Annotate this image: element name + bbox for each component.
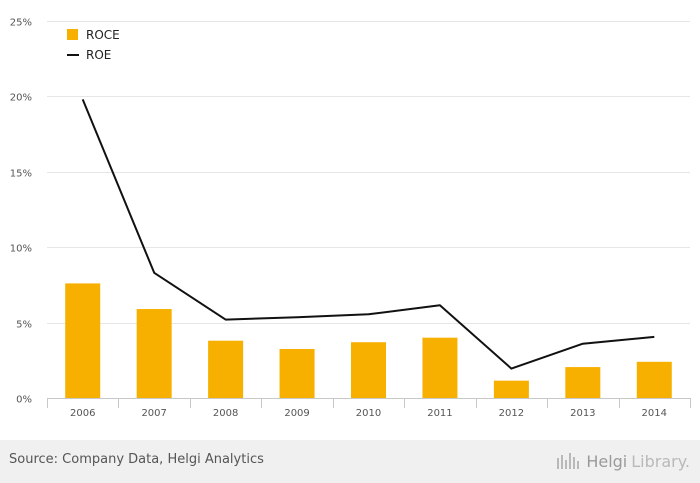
y-tick-label: 25% xyxy=(10,18,32,29)
x-tick-label: 2009 xyxy=(284,408,309,419)
legend: ROCE ROE xyxy=(67,28,120,62)
brand-suffix: Library. xyxy=(631,451,690,471)
brand-logo[interactable]: Helgi Library. xyxy=(556,449,690,473)
brand-name: Helgi xyxy=(586,451,628,471)
bar-roce-2009[interactable] xyxy=(279,348,315,398)
bar-roce-2013[interactable] xyxy=(565,367,601,398)
footer: Source: Company Data, Helgi Analytics He… xyxy=(0,440,700,483)
bar-roce-2010[interactable] xyxy=(351,342,386,398)
x-tick-label: 2011 xyxy=(427,408,452,419)
x-axis: 2006 2007 2008 2009 2010 2011 2012 2013 2014 xyxy=(47,398,691,419)
legend-swatch-roce xyxy=(67,29,78,40)
library-icon xyxy=(557,453,580,469)
roe-line xyxy=(81,99,655,370)
legend-label-roce: ROCE xyxy=(86,28,120,42)
x-tick-label: 2014 xyxy=(642,408,667,419)
bar-roce-2014[interactable] xyxy=(636,361,672,398)
source-note: Source: Company Data, Helgi Analytics xyxy=(9,452,264,467)
x-tick-label: 2010 xyxy=(356,408,381,419)
y-tick-label: 10% xyxy=(10,244,32,255)
line-roe[interactable] xyxy=(81,99,655,370)
bar-roce-2011[interactable] xyxy=(422,337,458,398)
legend-label-roe: ROE xyxy=(86,48,111,62)
bar-roce-2012[interactable] xyxy=(493,380,529,398)
y-tick-label: 0% xyxy=(16,395,32,406)
bar-roce-2008[interactable] xyxy=(208,340,244,398)
bar-roce-2006[interactable] xyxy=(65,283,101,398)
chart: 0% 5% 10% 15% 20% 25% 2006 2007 2008 2009 2010 201… xyxy=(10,18,691,419)
x-tick-label: 2008 xyxy=(213,408,238,419)
y-axis: 0% 5% 10% 15% 20% 25% xyxy=(10,18,32,406)
roce-bars xyxy=(65,283,672,398)
x-tick-label: 2013 xyxy=(570,408,595,419)
y-tick-label: 15% xyxy=(10,169,32,180)
y-tick-label: 5% xyxy=(16,320,32,331)
x-tick-label: 2007 xyxy=(141,408,166,419)
x-tick-label: 2012 xyxy=(499,408,524,419)
bar-roce-2007[interactable] xyxy=(136,309,172,398)
x-tick-label: 2006 xyxy=(70,408,95,419)
y-tick-label: 20% xyxy=(10,93,32,104)
